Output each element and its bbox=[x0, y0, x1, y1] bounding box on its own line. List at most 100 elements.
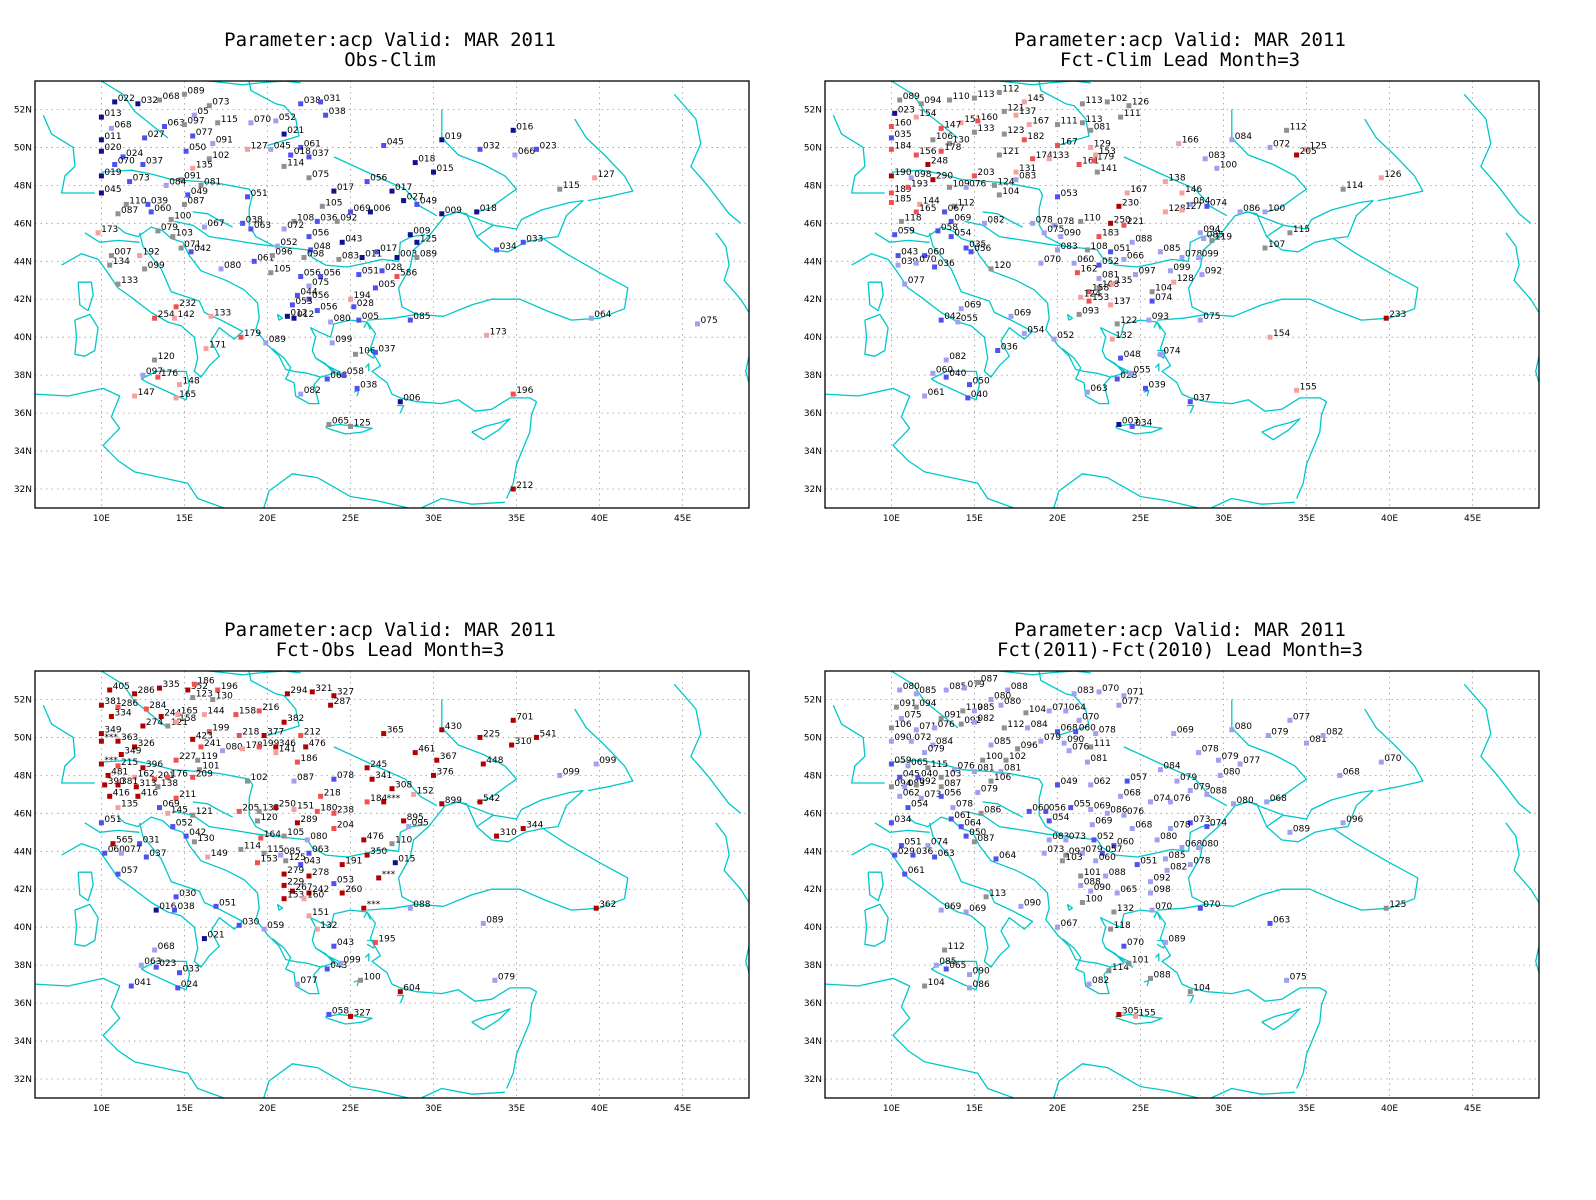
station-value-label: 133 bbox=[262, 803, 279, 813]
station-marker bbox=[1096, 285, 1102, 291]
station-marker bbox=[394, 255, 400, 260]
lat-tick-label: 46N bbox=[804, 219, 822, 229]
station-marker bbox=[593, 761, 599, 767]
station-value-label: 126 bbox=[1384, 170, 1401, 180]
lon-tick-label: 20E bbox=[1049, 514, 1066, 524]
station-value-label: 072 bbox=[1273, 139, 1290, 149]
station-marker bbox=[379, 268, 385, 274]
station-value-label: 053 bbox=[337, 876, 354, 886]
station-value-label: 085 bbox=[1163, 244, 1180, 254]
station-marker bbox=[1383, 315, 1389, 321]
coastline bbox=[1038, 81, 1090, 147]
station-marker bbox=[298, 862, 304, 868]
station-marker bbox=[963, 184, 969, 190]
station-value-label: 027 bbox=[407, 193, 424, 203]
station-marker bbox=[1118, 793, 1124, 799]
station-value-label: 166 bbox=[1182, 136, 1199, 146]
station-value-label: 007 bbox=[114, 248, 131, 258]
lon-tick-label: 35E bbox=[508, 514, 525, 524]
station-value-label: 063 bbox=[168, 119, 185, 129]
station-value-label: 205 bbox=[1300, 147, 1317, 157]
station-value-label: 079 bbox=[968, 680, 985, 690]
station-value-label: 101 bbox=[1084, 868, 1101, 878]
coastline bbox=[907, 816, 954, 828]
map-frame bbox=[824, 670, 1540, 1099]
station-value-label: 070 bbox=[1044, 255, 1061, 265]
station-marker bbox=[309, 689, 315, 695]
station-marker bbox=[142, 266, 148, 272]
station-value-label: 068 bbox=[1135, 821, 1152, 831]
station-marker bbox=[913, 260, 919, 266]
station-marker bbox=[1267, 144, 1273, 150]
station-value-label: 199 bbox=[212, 724, 229, 734]
station-marker bbox=[1026, 808, 1032, 814]
station-marker bbox=[155, 784, 161, 790]
station-value-label: 335 bbox=[163, 680, 180, 690]
station-marker bbox=[1196, 845, 1202, 850]
station-value-label: 216 bbox=[262, 703, 279, 713]
station-marker bbox=[389, 786, 395, 792]
station-marker bbox=[512, 152, 518, 158]
station-value-label: 100 bbox=[986, 752, 1003, 762]
station-value-label: 184 bbox=[370, 794, 387, 804]
lon-tick-label: 30E bbox=[425, 514, 442, 524]
panel-title-field: Fct-Obs Lead Month=3 bbox=[275, 639, 505, 661]
station-value-label: 565 bbox=[116, 836, 133, 846]
station-value-label: 081 bbox=[1102, 270, 1119, 280]
station-marker bbox=[372, 285, 378, 291]
station-value-label: 081 bbox=[1090, 754, 1107, 764]
station-marker bbox=[905, 763, 911, 769]
station-value-label: 069 bbox=[1014, 308, 1031, 318]
coastline bbox=[192, 801, 233, 818]
coastline bbox=[1066, 313, 1074, 321]
station-value-label: 095 bbox=[412, 819, 429, 829]
station-value-label: 080 bbox=[1235, 722, 1252, 732]
station-value-label: 056 bbox=[304, 269, 321, 279]
station-marker bbox=[958, 120, 964, 126]
station-marker bbox=[1078, 294, 1084, 300]
station-value-label: 286 bbox=[138, 686, 155, 696]
station-value-label: 160 bbox=[981, 113, 998, 123]
station-marker bbox=[1088, 888, 1094, 894]
station-value-label: 123 bbox=[196, 690, 213, 700]
station-value-label: 112 bbox=[958, 198, 975, 208]
station-marker bbox=[983, 894, 989, 900]
station-marker bbox=[1162, 179, 1168, 185]
lat-tick-label: 42N bbox=[804, 885, 822, 895]
station-value-label: 108 bbox=[297, 213, 314, 223]
map-frame bbox=[34, 80, 750, 509]
panel-title-parameter: Parameter:acp Valid: MAR 2011 bbox=[224, 619, 556, 641]
station-value-label: 061 bbox=[908, 866, 925, 876]
station-marker bbox=[298, 101, 304, 107]
station-value-label: 899 bbox=[445, 796, 462, 806]
station-value-label: 013 bbox=[104, 109, 121, 119]
station-value-label: 334 bbox=[114, 709, 131, 719]
station-marker bbox=[175, 712, 181, 718]
station-marker bbox=[294, 292, 300, 298]
lat-tick-label: 32N bbox=[14, 1075, 32, 1085]
station-marker bbox=[1383, 905, 1389, 911]
station-marker bbox=[354, 385, 360, 391]
coastline bbox=[832, 114, 885, 194]
station-marker bbox=[1146, 317, 1152, 323]
station-value-label: 113 bbox=[1085, 115, 1102, 125]
coastline bbox=[1123, 156, 1228, 217]
station-marker bbox=[988, 778, 994, 784]
lon-tick-label: 15E bbox=[966, 1104, 983, 1114]
station-value-label: 093 bbox=[1082, 306, 1099, 316]
station-marker bbox=[910, 852, 916, 858]
station-marker bbox=[950, 805, 956, 811]
station-value-label: 542 bbox=[483, 794, 500, 804]
station-marker bbox=[1267, 920, 1273, 926]
station-value-label: 327 bbox=[354, 1008, 371, 1018]
station-value-label: 194 bbox=[354, 291, 371, 301]
station-value-label: 067 bbox=[1061, 919, 1078, 929]
lon-tick-label: 10E bbox=[93, 1104, 110, 1114]
panel-fct-obs: Parameter:acp Valid: MAR 2011 Fct-Obs Le… bbox=[0, 620, 780, 1180]
station-marker bbox=[273, 744, 279, 750]
station-value-label: 043 bbox=[330, 961, 347, 971]
station-value-label: 036 bbox=[320, 213, 337, 223]
station-marker bbox=[971, 769, 977, 775]
station-value-label: 043 bbox=[304, 857, 321, 867]
station-value-label: 055 bbox=[961, 314, 978, 324]
